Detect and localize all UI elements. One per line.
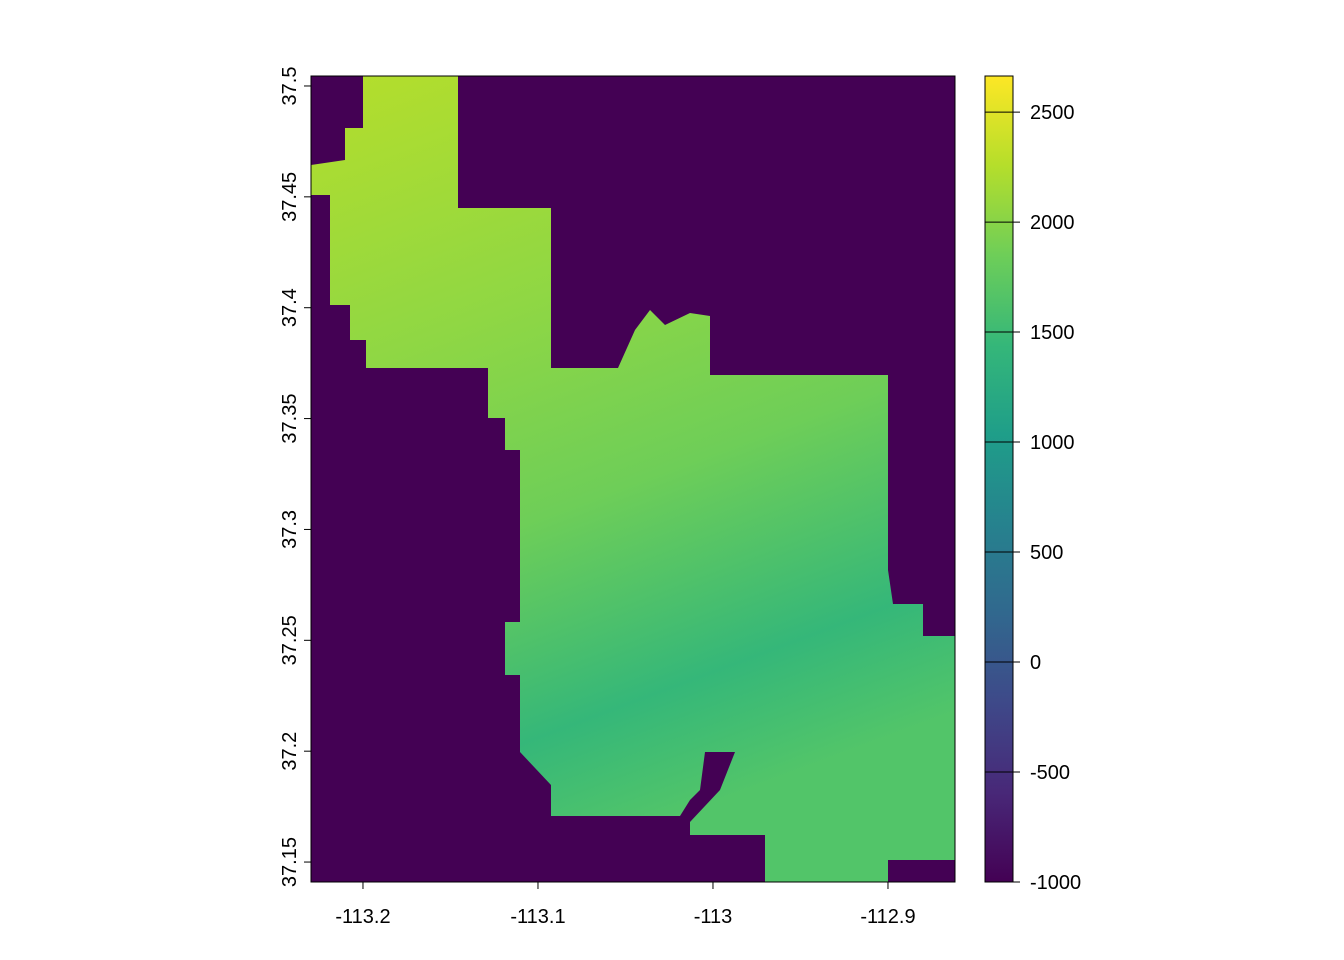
y-tick-label: 37.45 <box>279 172 301 222</box>
x-tick-label: -113.1 <box>510 906 565 928</box>
colorbar-tick-label: -500 <box>1030 762 1070 784</box>
colorbar-tick-label: 1000 <box>1030 432 1075 454</box>
colorbar-tick-label: 2000 <box>1030 212 1075 234</box>
y-tick-label: 37.15 <box>279 837 301 887</box>
x-tick-label: -113.2 <box>335 906 390 928</box>
plot-frame <box>310 75 956 883</box>
colorbar-tick-label: 500 <box>1030 542 1063 564</box>
y-tick-label: 37.3 <box>279 510 301 549</box>
colorbar-tick-label: 1500 <box>1030 322 1075 344</box>
y-tick-label: 37.4 <box>279 288 301 327</box>
y-tick-label: 37.25 <box>279 615 301 665</box>
colorbar <box>984 75 1014 883</box>
x-tick-label: -112.9 <box>860 906 915 928</box>
colorbar-tick-label: 0 <box>1030 652 1041 674</box>
colorbar-tick-label: -1000 <box>1030 872 1081 894</box>
x-tick-label: -113 <box>694 906 733 928</box>
colorbar-tick-label: 2500 <box>1030 102 1075 124</box>
y-tick-label: 37.35 <box>279 394 301 444</box>
y-tick-label: 37.5 <box>279 67 301 106</box>
y-tick-label: 37.2 <box>279 732 301 771</box>
elevation-raster <box>311 76 955 882</box>
